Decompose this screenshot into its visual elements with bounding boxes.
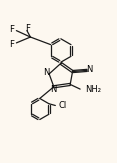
Text: F: F <box>9 25 14 34</box>
Text: N: N <box>50 85 56 94</box>
Text: F: F <box>26 24 31 33</box>
Text: N: N <box>43 68 49 77</box>
Text: NH₂: NH₂ <box>85 85 101 94</box>
Text: Cl: Cl <box>58 101 66 110</box>
Text: N: N <box>86 65 93 74</box>
Text: F: F <box>9 40 14 49</box>
